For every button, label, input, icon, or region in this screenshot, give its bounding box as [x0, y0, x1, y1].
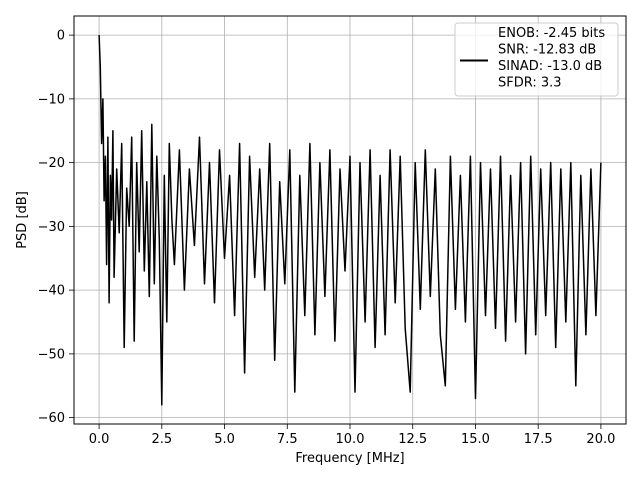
x-tick-label: 0.0	[89, 432, 110, 447]
x-tick-label: 10.0	[336, 432, 365, 447]
y-tick-label: −40	[38, 284, 65, 299]
x-axis-label: Frequency [MHz]	[295, 451, 404, 466]
y-axis-label: PSD [dB]	[15, 191, 30, 249]
x-tick-label: 7.5	[277, 432, 298, 447]
legend-box	[454, 22, 619, 97]
x-tick-label: 17.5	[524, 432, 553, 447]
y-tick-label: −60	[38, 411, 65, 426]
psd-series-line	[98, 35, 602, 406]
x-tick-label: 15.0	[461, 432, 490, 447]
y-axis: 0 −10 −20 −30 −40 −50 −60	[38, 29, 74, 426]
x-tick-label: 2.5	[151, 432, 172, 447]
x-tick-label: 5.0	[214, 432, 235, 447]
legend-entry: SNR: -12.83 dB	[498, 43, 596, 58]
x-tick-label: 20.0	[586, 432, 615, 447]
y-tick-label: −10	[38, 92, 65, 107]
x-tick-label: 12.5	[398, 432, 427, 447]
legend-entry: SINAD: -13.0 dB	[498, 59, 602, 74]
y-tick-label: −50	[38, 347, 65, 362]
x-axis: 0.0 2.5 5.0 7.5 10.0 12.5 15.0 17.5 20.0	[89, 424, 615, 447]
y-tick-label: −20	[38, 156, 65, 171]
y-tick-label: −30	[38, 220, 65, 235]
legend-entry: ENOB: -2.45 bits	[498, 26, 605, 41]
plot-area	[98, 35, 602, 406]
y-tick-label: 0	[57, 29, 65, 44]
legend-entry: SFDR: 3.3	[498, 76, 562, 91]
